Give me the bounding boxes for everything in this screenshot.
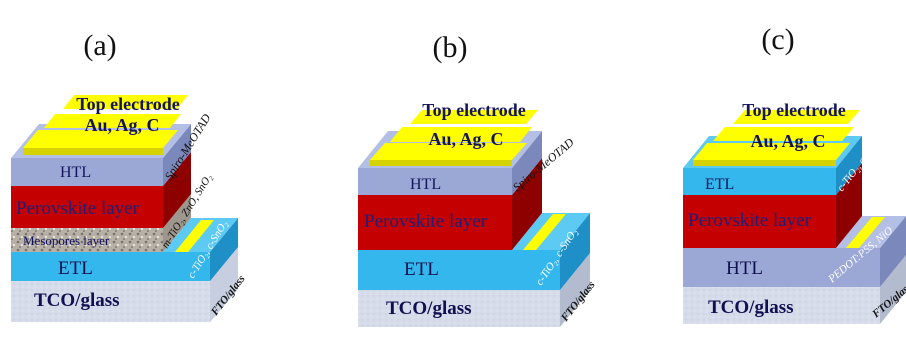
- htl-layer: [683, 216, 906, 287]
- metals-label: Au, Ag, C: [750, 131, 825, 151]
- fto-glass-layer: [210, 247, 238, 322]
- panel-c: (c) Top electr: [683, 23, 906, 324]
- htl-label: HTL: [726, 258, 763, 279]
- tco-glass-layer: [683, 255, 906, 324]
- panel-label: (c): [761, 23, 794, 56]
- etl-layer: [11, 218, 238, 281]
- top-electrode-label: Top electrode: [742, 100, 846, 120]
- tco-label: TCO/glass: [34, 290, 120, 311]
- perovskite-label: Perovskite layer: [364, 211, 488, 232]
- mesopores-label: Mesopores layer: [23, 233, 110, 248]
- mesopores-layer: [11, 194, 191, 252]
- top-electrodes: [370, 110, 538, 166]
- tco-glass-layer: [358, 253, 590, 327]
- etl-layer: [358, 213, 590, 290]
- top-electrodes: [23, 95, 188, 155]
- etl-label: ETL: [705, 176, 734, 193]
- tco-label: TCO/glass: [386, 298, 472, 319]
- etl-label: ETL: [404, 259, 439, 280]
- tco-label: TCO/glass: [708, 297, 794, 318]
- panel-label: (b): [433, 31, 468, 64]
- htl-label: HTL: [410, 176, 441, 193]
- metals-label: Au, Ag, C: [428, 129, 503, 149]
- perovskite-layer: [358, 158, 542, 250]
- perovskite-layer: [11, 152, 191, 228]
- top-electrode-label: Top electrode: [76, 94, 180, 114]
- panel-label: (a): [83, 29, 116, 62]
- perovskite-label: Perovskite layer: [688, 210, 812, 231]
- htl-label: HTL: [60, 164, 91, 181]
- perovskite-layer: [683, 163, 862, 248]
- metals-label: Au, Ag, C: [84, 115, 159, 135]
- top-electrodes: [693, 110, 860, 166]
- top-electrode-label: Top electrode: [422, 100, 526, 120]
- etl-label: ETL: [58, 258, 93, 279]
- perovskite-label: Perovskite layer: [16, 198, 140, 219]
- panel-b: (b) Top electr: [358, 31, 598, 327]
- panel-a: (a): [11, 29, 248, 322]
